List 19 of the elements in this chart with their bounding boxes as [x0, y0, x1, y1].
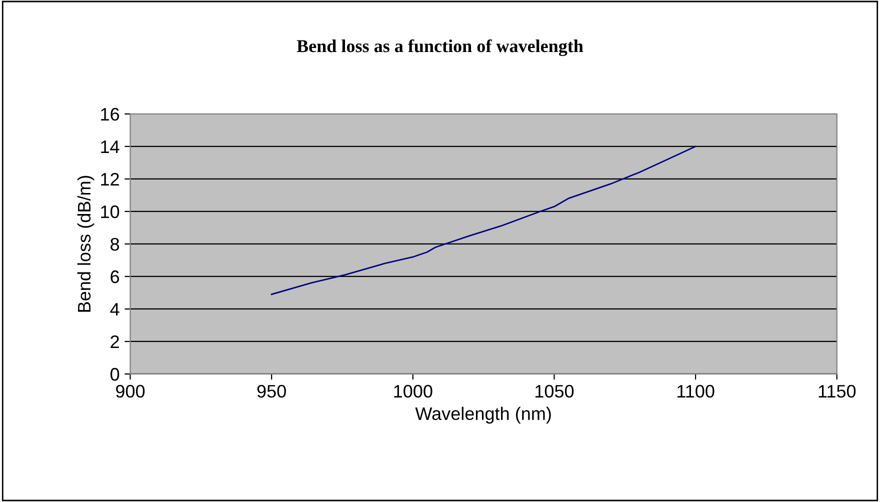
line-series	[270, 146, 696, 296]
y-tick-label: 16	[101, 108, 120, 121]
y-tick-label: 4	[110, 303, 120, 316]
x-tick-label: 1100	[678, 384, 714, 398]
y-tick-label: 0	[110, 368, 120, 381]
x-tick-label: 1000	[394, 384, 432, 398]
x-tick-label: 950	[257, 384, 286, 398]
y-tick-label: 12	[101, 172, 119, 186]
x-tick-label: 900	[116, 384, 145, 398]
y-tick-label: 10	[101, 205, 120, 218]
y-tick-label: 2	[110, 335, 119, 348]
x-axis-title: Wavelength (nm)	[415, 406, 551, 424]
x-tick-label: 1150	[818, 384, 856, 398]
y-tick-label: 6	[110, 270, 120, 284]
chart-title: Bend loss as a function of wavelength	[296, 39, 584, 56]
x-tick-label: 1050	[536, 384, 574, 398]
y-tick-label: 14	[101, 140, 120, 153]
y-tick-label: 8	[110, 238, 120, 251]
y-axis-title: Bend loss (dB/m)	[77, 176, 94, 312]
